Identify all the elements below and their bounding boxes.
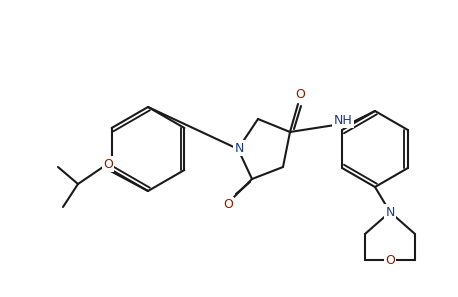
Text: O: O [295, 88, 305, 100]
Text: N: N [234, 141, 244, 154]
Text: O: O [223, 198, 233, 211]
Text: O: O [103, 157, 113, 170]
Text: N: N [385, 206, 395, 219]
Text: NH: NH [333, 113, 352, 127]
Text: O: O [385, 254, 395, 266]
